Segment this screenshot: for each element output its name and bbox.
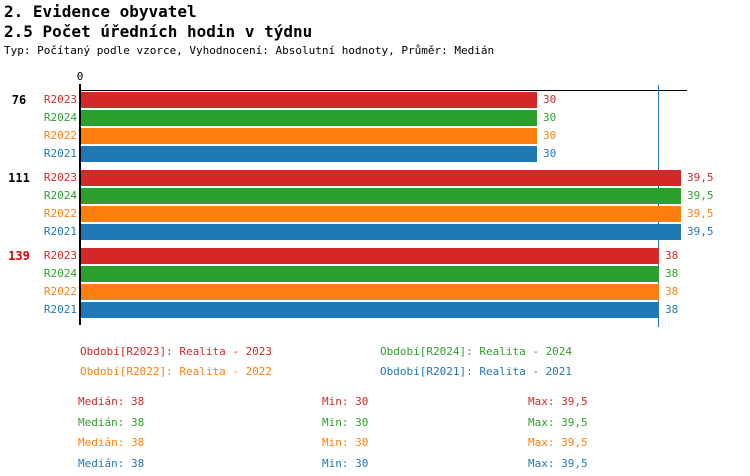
series-row-label: R2024: [43, 267, 77, 280]
bar-value-label: 30: [543, 129, 557, 142]
series-row-label: R2023: [43, 93, 77, 106]
bar-value-label: 30: [543, 111, 557, 124]
y-axis-line: [79, 84, 81, 325]
stat-max: Max: 39,5: [528, 415, 588, 429]
series-row-label: R2022: [43, 285, 77, 298]
group-label: 111: [8, 171, 30, 185]
stat-max: Max: 39,5: [528, 436, 588, 449]
bar: [81, 110, 537, 126]
page-title: 2. Evidence obyvatel: [4, 2, 197, 21]
series-row-label: R2022: [43, 207, 77, 220]
bar: [81, 128, 537, 144]
stat-min: Min: 30: [322, 415, 369, 429]
bar-value-label: 38: [665, 267, 679, 280]
plot-top-border: [80, 90, 687, 91]
bar: [81, 92, 537, 108]
bar-value-label: 38: [665, 285, 679, 298]
series-row-label: R2023: [43, 249, 77, 262]
stat-min: Min: 30: [322, 436, 369, 449]
bar-value-label: 38: [665, 303, 679, 316]
group-label: 76: [11, 93, 27, 107]
bar: [81, 206, 681, 222]
bar: [81, 188, 681, 204]
group-label: 139: [8, 249, 30, 263]
x-axis-zero-tick-label: 0: [76, 70, 84, 83]
bar: [81, 284, 659, 300]
bar-value-label: 38: [665, 249, 679, 262]
legend-item: Období[R2022]: Realita - 2022: [80, 365, 273, 378]
series-row-label: R2023: [43, 171, 77, 184]
stat-median: Medián: 38: [78, 395, 145, 408]
stat-median: Medián: 38: [78, 456, 145, 470]
series-row-label: R2022: [43, 129, 77, 142]
bar-value-label: 39,5: [687, 207, 714, 220]
series-row-label: R2021: [43, 303, 77, 316]
bar: [81, 248, 659, 264]
bar-value-label: 30: [543, 93, 557, 106]
chart-subtitle: Typ: Počítaný podle vzorce, Vyhodnocení:…: [4, 44, 495, 57]
legend-item: Období[R2024]: Realita - 2024: [380, 345, 573, 358]
bar-value-label: 39,5: [687, 171, 714, 184]
stat-median: Medián: 38: [78, 415, 145, 429]
bar: [81, 302, 659, 318]
series-row-label: R2021: [43, 225, 77, 238]
stat-min: Min: 30: [322, 395, 369, 408]
bar-value-label: 39,5: [687, 225, 714, 238]
bar-value-label: 30: [543, 147, 557, 160]
stat-max: Max: 39,5: [528, 395, 588, 408]
chart-title: 2.5 Počet úředních hodin v týdnu: [4, 22, 313, 41]
legend-item: Období[R2023]: Realita - 2023: [80, 345, 273, 358]
bar-value-label: 39,5: [687, 189, 714, 202]
bar: [81, 224, 681, 240]
stat-median: Medián: 38: [78, 436, 145, 449]
bar: [81, 170, 681, 186]
series-row-label: R2024: [43, 111, 77, 124]
legend-item: Období[R2021]: Realita - 2021: [380, 365, 573, 378]
stat-min: Min: 30: [322, 456, 369, 470]
series-row-label: R2024: [43, 189, 77, 202]
bar: [81, 146, 537, 162]
stat-max: Max: 39,5: [528, 456, 588, 470]
bar: [81, 266, 659, 282]
series-row-label: R2021: [43, 147, 77, 160]
